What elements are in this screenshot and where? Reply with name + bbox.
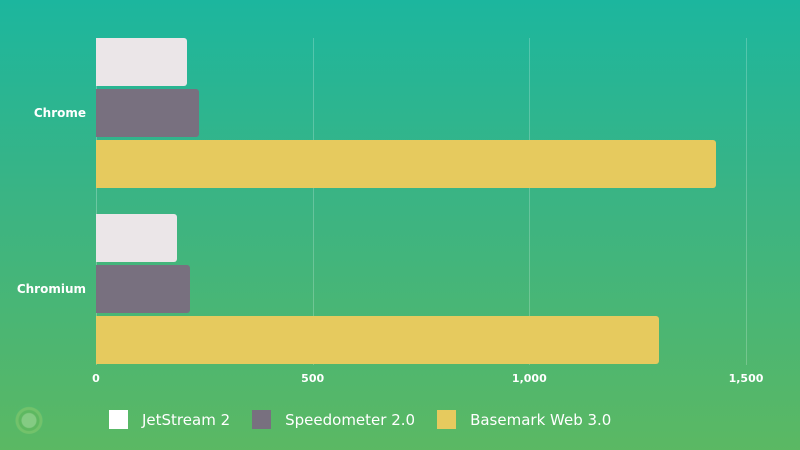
legend-swatch-basemark: [437, 410, 457, 429]
x-tick-label: 1,000: [511, 372, 547, 385]
bar-chrome-0[interactable]: [96, 38, 188, 86]
legend-label: Basemark Web 3.0: [470, 410, 612, 429]
legend-swatch-speedometer: [252, 410, 272, 429]
legend-swatch-jetstream: [109, 410, 128, 429]
bar-chrome-1[interactable]: [96, 89, 200, 137]
x-tick-label: 1,500: [728, 372, 764, 385]
category-label: Chromium: [16, 282, 86, 296]
bar-chromium-0[interactable]: [96, 214, 178, 262]
legend-item-speedometer: Speedometer 2.0: [252, 410, 415, 429]
y-axis-line: [96, 38, 97, 365]
gridline: [312, 38, 314, 365]
logo-icon: [14, 404, 44, 434]
gridline: [746, 38, 747, 365]
gridline: [529, 38, 531, 365]
legend-label: JetStream 2: [142, 410, 231, 429]
chart-plot-area: [96, 38, 747, 365]
x-tick-label: 0: [92, 372, 100, 385]
bar-chromium-1[interactable]: [96, 265, 191, 313]
chart-legend: JetStream 2 Speedometer 2.0 Basemark Web…: [109, 410, 633, 429]
legend-label: Speedometer 2.0: [285, 410, 416, 429]
category-label: Chrome: [33, 106, 86, 120]
bar-chrome-2[interactable]: [96, 140, 716, 188]
legend-item-basemark: Basemark Web 3.0: [437, 410, 611, 429]
x-tick-label: 500: [301, 372, 325, 385]
bar-chromium-2[interactable]: [96, 316, 659, 364]
legend-item-jetstream: JetStream 2: [109, 410, 230, 429]
